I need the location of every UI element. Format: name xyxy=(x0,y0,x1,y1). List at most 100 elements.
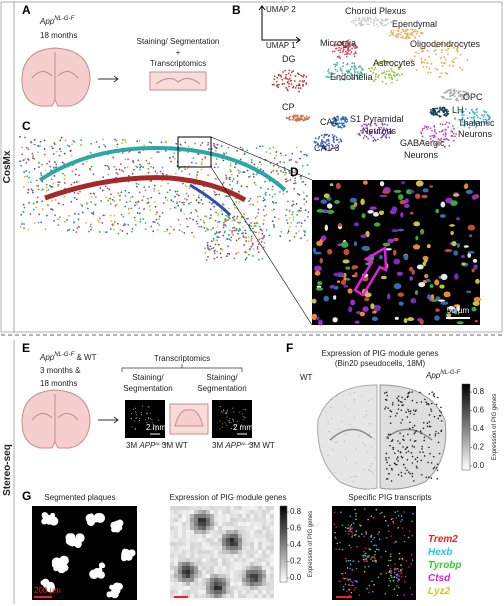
cell xyxy=(156,211,159,214)
cell xyxy=(292,216,295,219)
cell xyxy=(27,148,30,151)
transcript xyxy=(347,584,350,586)
cell-segment xyxy=(391,206,398,213)
umap-point xyxy=(367,20,370,22)
umap-point xyxy=(376,132,379,135)
umap-point xyxy=(421,129,424,132)
pixel xyxy=(246,546,250,550)
cell xyxy=(228,238,231,241)
cell xyxy=(31,189,34,192)
cell xyxy=(35,179,38,182)
umap-point xyxy=(445,72,447,74)
umap-point xyxy=(359,65,361,67)
pixel xyxy=(198,506,202,510)
umap-point xyxy=(454,135,457,138)
cell xyxy=(285,171,287,174)
cell-segment xyxy=(413,244,421,250)
cell xyxy=(217,166,219,168)
pixel xyxy=(198,542,202,546)
cell-segment xyxy=(420,228,425,235)
transcript xyxy=(392,580,395,582)
cell xyxy=(136,203,138,206)
pixel xyxy=(258,546,262,550)
plaque xyxy=(114,523,120,528)
cell xyxy=(218,236,220,239)
umap-point xyxy=(381,65,383,67)
spot xyxy=(353,392,355,394)
cell xyxy=(116,173,119,175)
spot xyxy=(387,437,389,439)
pixel xyxy=(234,570,238,574)
pixel xyxy=(218,590,222,594)
pixel xyxy=(178,510,182,514)
pixel xyxy=(242,522,246,526)
cell-segment xyxy=(448,306,455,310)
pixel xyxy=(254,594,258,598)
cell xyxy=(176,190,179,193)
cell xyxy=(214,243,217,246)
umap-point xyxy=(377,61,379,64)
umap-point xyxy=(444,135,447,137)
cell xyxy=(134,224,137,226)
pixel xyxy=(194,550,198,554)
umap-point xyxy=(468,112,471,115)
cell xyxy=(222,181,225,184)
pixel xyxy=(262,550,266,554)
umap-point xyxy=(439,106,442,109)
pixel xyxy=(250,514,254,518)
umap-point xyxy=(288,118,291,121)
umap-point xyxy=(355,17,358,20)
transcript xyxy=(400,572,402,575)
spot xyxy=(426,425,429,428)
umap-point xyxy=(354,44,357,47)
cell xyxy=(250,225,253,228)
transcript xyxy=(351,569,354,571)
umap-point xyxy=(479,117,482,120)
spot xyxy=(435,430,437,433)
umap-point xyxy=(359,134,361,137)
umap-point xyxy=(325,75,328,78)
cell-segment xyxy=(312,247,317,253)
cell xyxy=(87,230,90,233)
umap-point xyxy=(305,82,308,84)
umap-point xyxy=(434,110,437,112)
umap-point xyxy=(368,130,371,132)
spot xyxy=(353,475,355,477)
cell-segment xyxy=(410,297,417,304)
transcript xyxy=(367,565,370,568)
cell xyxy=(32,202,35,205)
umap-point xyxy=(384,75,387,78)
spot xyxy=(438,409,441,412)
umap-point xyxy=(404,36,407,39)
spot xyxy=(325,411,327,413)
pixel xyxy=(170,590,174,594)
cell xyxy=(73,196,76,199)
spot xyxy=(363,469,365,471)
cell-segment xyxy=(380,275,387,280)
umap-point xyxy=(336,122,339,125)
pixel xyxy=(174,590,178,594)
cell xyxy=(111,223,114,226)
panel-letter: D xyxy=(290,165,299,179)
spot xyxy=(330,399,332,401)
spot xyxy=(419,391,421,394)
arrow xyxy=(98,75,119,83)
cell xyxy=(52,182,55,185)
spot xyxy=(416,460,419,463)
cell xyxy=(207,143,209,146)
pixel xyxy=(250,554,254,558)
cell xyxy=(257,212,260,214)
umap-point xyxy=(375,18,378,21)
pixel xyxy=(214,566,218,570)
pixel xyxy=(218,542,222,546)
pixel xyxy=(262,518,266,522)
cell xyxy=(57,183,60,186)
umap-point xyxy=(297,87,300,89)
umap-point xyxy=(374,16,377,19)
signal xyxy=(133,408,135,410)
umap-point xyxy=(338,55,341,58)
transcript xyxy=(398,552,401,555)
cell xyxy=(112,228,115,231)
cell xyxy=(157,151,160,153)
signal xyxy=(138,418,140,420)
